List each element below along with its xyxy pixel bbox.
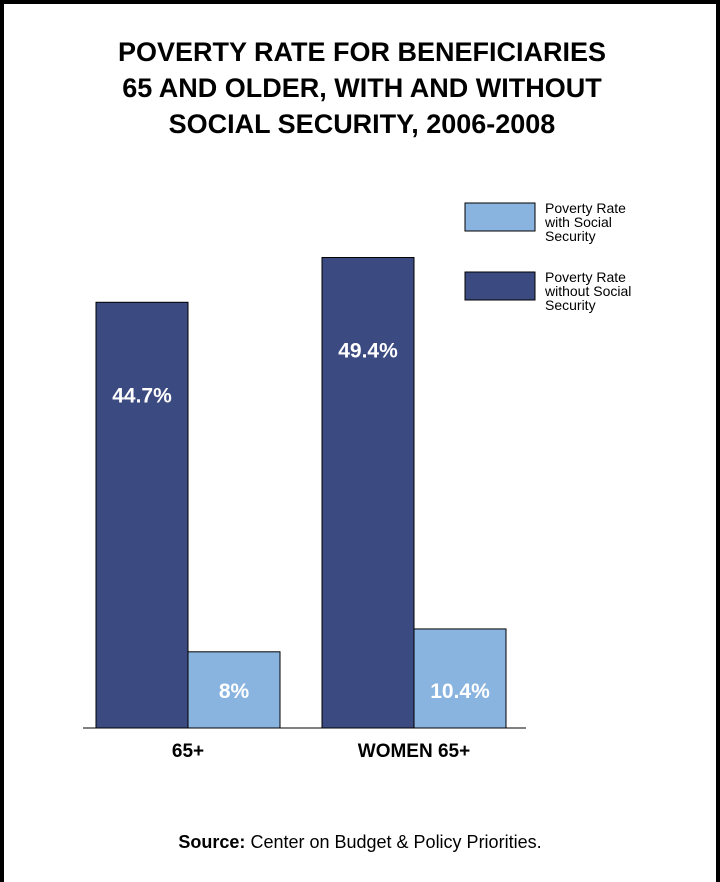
legend-label-0-line-0: Poverty Rate bbox=[545, 200, 626, 216]
chart-title: POVERTY RATE FOR BENEFICIARIES 65 AND OL… bbox=[30, 34, 694, 142]
data-label-without-ss-0: 44.7% bbox=[112, 384, 172, 407]
category-label-1: WOMEN 65+ bbox=[358, 741, 470, 762]
source-label: Source: bbox=[178, 832, 246, 852]
bar-chart: 44.7% 8% 65+ 49.4% 10.4% WOMEN 65+ Poverty Rat… bbox=[83, 200, 631, 762]
chart-title-line-1: POVERTY RATE FOR BENEFICIARIES bbox=[117, 37, 607, 67]
bar-without-ss-1 bbox=[321, 257, 415, 729]
chart-title-line-2: 65 AND OLDER, WITH AND WITHOUT bbox=[122, 73, 602, 103]
legend-label-1-line-1: without Social bbox=[544, 283, 631, 299]
bar-with-ss-1 bbox=[413, 628, 507, 729]
legend-swatch-0 bbox=[464, 202, 536, 232]
source-note: Source: Center on Budget & Policy Priori… bbox=[0, 832, 720, 853]
category-label-0: 65+ bbox=[172, 741, 204, 762]
data-label-with-ss-1: 10.4% bbox=[430, 680, 490, 703]
legend-swatch-1 bbox=[464, 271, 536, 301]
data-label-with-ss-0: 8% bbox=[219, 680, 250, 703]
legend-label-1-line-0: Poverty Rate bbox=[545, 269, 626, 285]
bar-with-ss-0 bbox=[187, 651, 281, 729]
bar-without-ss-0 bbox=[95, 301, 189, 729]
legend-label-1-line-2: Security bbox=[545, 297, 596, 313]
source-text: Center on Budget & Policy Priorities. bbox=[245, 832, 542, 852]
legend-label-0-line-1: with Social bbox=[544, 214, 612, 230]
legend-label-0-line-2: Security bbox=[545, 228, 596, 244]
data-label-without-ss-1: 49.4% bbox=[338, 340, 398, 363]
chart-title-line-3: SOCIAL SECURITY, 2006-2008 bbox=[168, 109, 556, 139]
